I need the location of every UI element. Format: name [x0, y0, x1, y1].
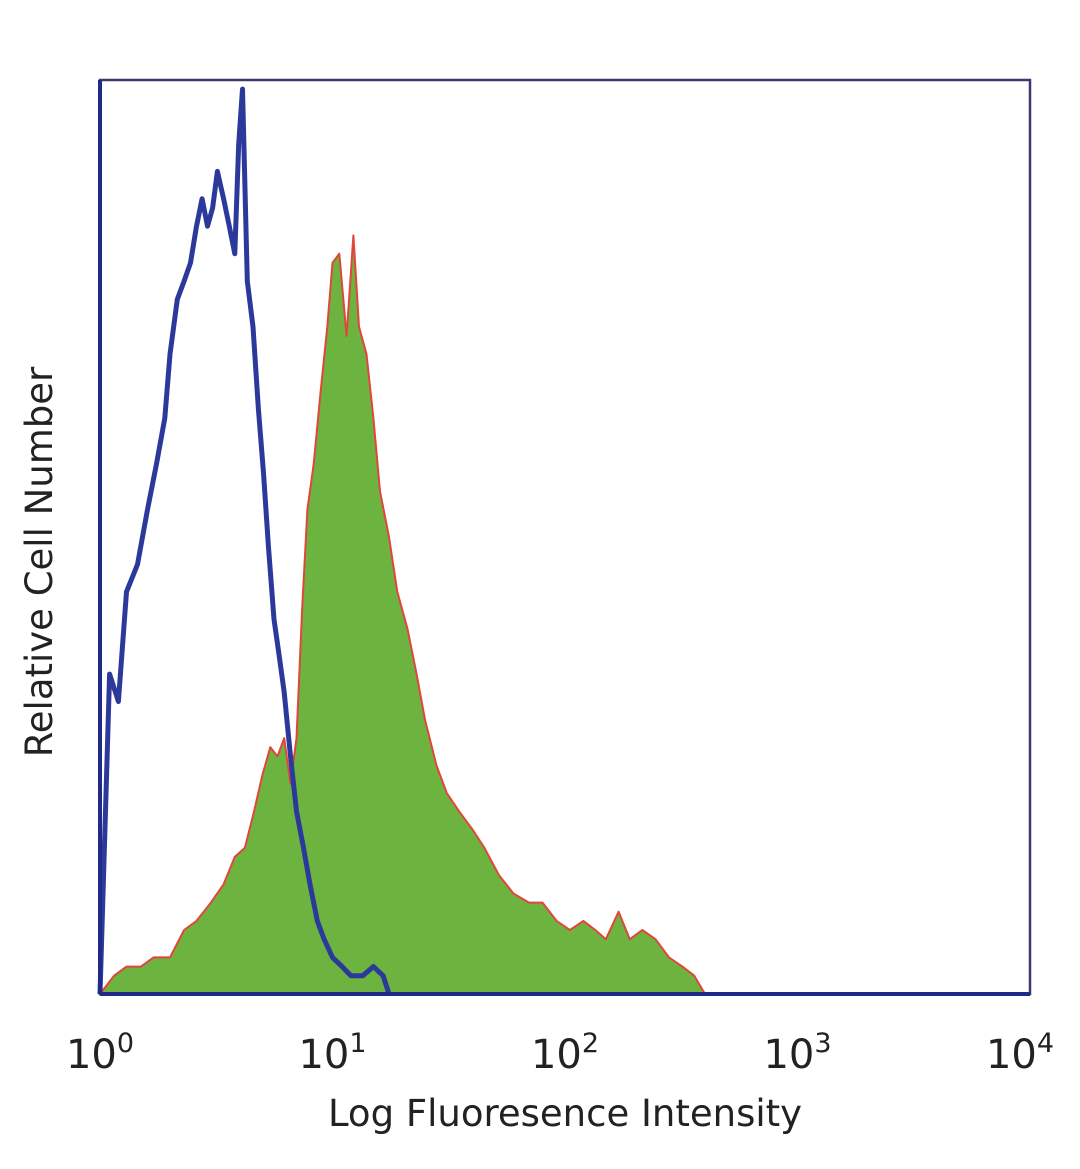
x-tick-label: 100 [66, 1028, 134, 1078]
x-tick-labels: 100 101 102 103 104 [66, 1028, 1054, 1078]
x-tick-label: 102 [531, 1028, 599, 1078]
x-axis-title: Log Fluoresence Intensity [328, 1092, 802, 1135]
y-axis-title: Relative Cell Number [18, 366, 61, 757]
series-1-area [100, 235, 705, 994]
series-1-edge [99, 234, 706, 995]
series-0-line [97, 86, 392, 995]
x-tick-label: 101 [298, 1028, 366, 1078]
series-layer [97, 86, 706, 995]
x-tick-label: 104 [986, 1028, 1054, 1078]
x-tick-label: 103 [763, 1028, 831, 1078]
